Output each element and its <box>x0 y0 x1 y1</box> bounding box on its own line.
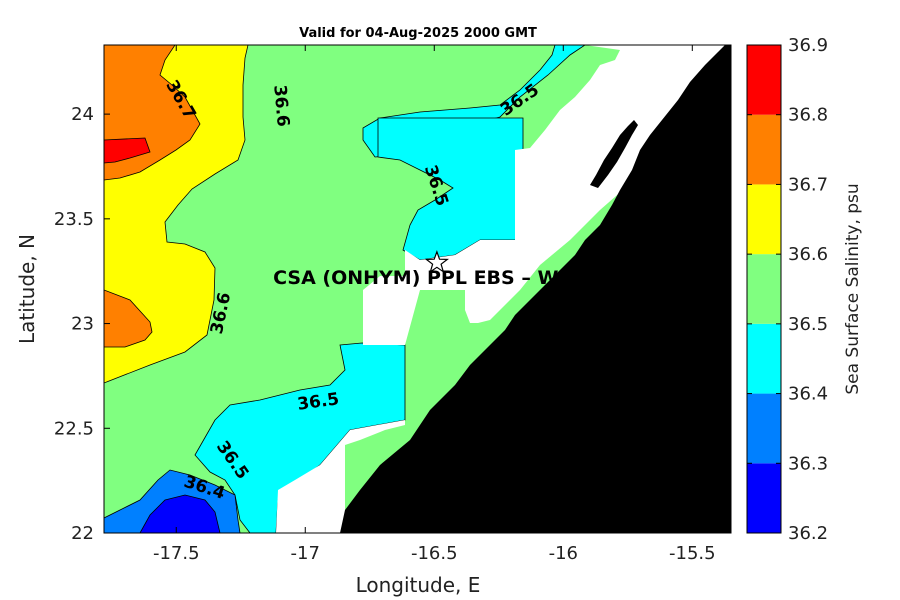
y-tick-label: 22.5 <box>54 418 94 439</box>
y-axis-label: Latitude, N <box>15 234 39 344</box>
colorbar-tick-label: 36.7 <box>788 174 828 195</box>
y-axis-ticks: 22 22.5 23 23.5 24 <box>54 104 731 544</box>
colorbar-band <box>747 463 781 533</box>
salinity-36-2-36-3-region <box>139 494 221 533</box>
coastline-land <box>340 45 731 533</box>
site-marker-group: CSA (ONHYM) PPL EBS – We <box>273 250 571 289</box>
colorbar-band <box>747 323 781 394</box>
site-label: CSA (ONHYM) PPL EBS – We <box>273 267 571 289</box>
contour-label: 36.6 <box>269 84 293 128</box>
y-tick-label: 23.5 <box>54 209 94 230</box>
star-icon <box>424 250 449 274</box>
x-axis-ticks: -17.5 -17 -16.5 -16 -15.5 <box>153 45 716 564</box>
y-tick-label: 24 <box>71 104 94 125</box>
salinity-36-4-36-5-region <box>377 117 524 261</box>
map-plot-area: 36.7 36.6 36.536.536.636.536.536.4 CSA (ON… <box>104 45 731 533</box>
colorbar-tick-label: 36.2 <box>788 523 828 544</box>
colorbar-band <box>747 45 781 115</box>
colorbar-tick-label: 36.4 <box>788 384 828 405</box>
colorbar-band <box>747 393 781 464</box>
x-tick-label: -15.5 <box>669 543 716 564</box>
colorbar-label: Sea Surface Salinity, psu <box>843 183 863 394</box>
colorbar-band <box>747 114 781 185</box>
no-data-region <box>276 45 731 533</box>
colorbar-tick-label: 36.9 <box>788 35 828 56</box>
y-tick-label: 23 <box>71 314 94 335</box>
salinity-36-4-36-5-region <box>194 342 406 533</box>
colorbar-tick-label: 36.3 <box>788 453 828 474</box>
y-tick-label: 22 <box>71 523 94 544</box>
colorbar-frame <box>746 44 782 534</box>
colorbar-tick-label: 36.6 <box>788 244 828 265</box>
colorbar-tick-label: 36.8 <box>788 105 828 126</box>
colorbar-band <box>747 254 781 324</box>
map-title: Valid for 04-Aug-2025 2000 GMT <box>299 26 537 41</box>
colorbar: 36.2 36.3 36.4 36.5 36.6 36.7 36.8 36.9 <box>746 35 828 544</box>
coastal-island <box>590 120 638 188</box>
x-tick-label: -16 <box>549 543 578 564</box>
x-tick-label: -17.5 <box>153 543 200 564</box>
colorbar-band <box>747 184 781 255</box>
salinity-36-8-36-9-region <box>104 137 151 164</box>
colorbar-tick-label: 36.5 <box>788 314 828 335</box>
map-frame <box>103 44 732 534</box>
x-tick-label: -17 <box>291 543 320 564</box>
x-tick-label: -16.5 <box>411 543 458 564</box>
x-axis-label: Longitude, E <box>356 573 481 597</box>
salinity-36-7-36-8-region <box>104 289 153 348</box>
